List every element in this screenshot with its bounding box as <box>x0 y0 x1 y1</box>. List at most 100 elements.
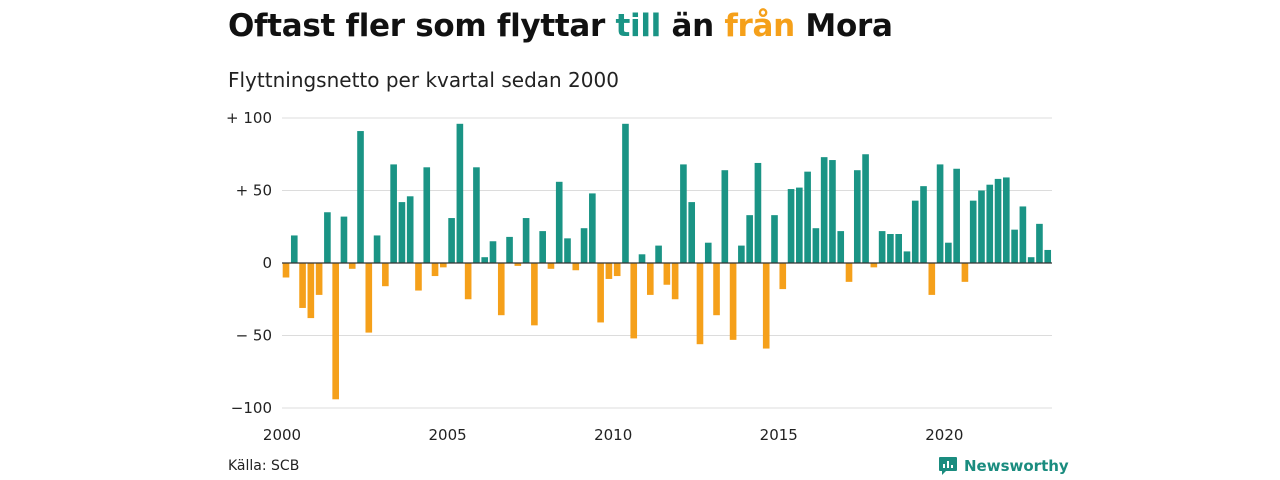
title-part-5: Mora <box>794 8 893 44</box>
bar <box>738 245 745 263</box>
newsworthy-logo-icon <box>939 457 957 475</box>
bar <box>945 242 952 263</box>
bar <box>746 215 753 263</box>
title-part-3: än <box>660 8 725 44</box>
bar <box>704 242 712 263</box>
bar <box>324 212 331 263</box>
bar <box>531 263 538 326</box>
bar <box>646 263 654 295</box>
chart-title: Oftast fler som flyttar till än från Mor… <box>228 8 893 44</box>
x-tick-label: 2000 <box>263 426 301 444</box>
bar <box>1027 257 1035 263</box>
bar <box>862 154 869 263</box>
bar <box>448 218 455 263</box>
y-tick-label: 0 <box>262 254 272 272</box>
bar <box>398 202 406 263</box>
bar <box>878 231 886 263</box>
bar <box>845 263 853 282</box>
chart-subtitle: Flyttningsnetto per kvartal sedan 2000 <box>228 68 619 92</box>
bar <box>307 263 315 319</box>
bar <box>547 263 555 269</box>
bar <box>423 167 431 263</box>
bar <box>796 187 803 263</box>
bar <box>696 263 704 345</box>
bar <box>895 234 902 263</box>
bar <box>622 123 629 263</box>
title-word-fran: från <box>724 8 795 44</box>
bar <box>514 263 522 266</box>
bar <box>456 123 464 263</box>
source-note: Källa: SCB <box>228 458 300 474</box>
bar <box>390 164 397 263</box>
bar <box>555 181 563 263</box>
bar <box>820 157 828 263</box>
bar <box>994 178 1002 263</box>
bar <box>986 184 994 263</box>
title-part-1: Oftast fler som flyttar <box>228 8 616 44</box>
bar <box>812 228 820 263</box>
bar <box>282 263 290 278</box>
bar <box>887 234 894 263</box>
bar <box>928 263 936 295</box>
bar <box>779 263 787 290</box>
bar <box>655 245 662 263</box>
bar <box>630 263 638 339</box>
bar <box>440 263 447 268</box>
bar <box>903 251 911 263</box>
bar <box>406 196 414 263</box>
bar <box>522 218 530 263</box>
y-tick-label: −100 <box>231 399 272 417</box>
bar <box>572 263 580 271</box>
bar <box>415 263 422 291</box>
bar <box>853 170 861 263</box>
bar <box>497 263 505 316</box>
bar <box>373 235 381 263</box>
bar <box>473 167 480 263</box>
y-tick-label: − 50 <box>236 327 272 345</box>
bar <box>348 263 356 269</box>
bar <box>936 164 944 263</box>
y-tick-label: + 50 <box>236 182 272 200</box>
bar <box>829 160 836 263</box>
bar <box>506 236 513 263</box>
bar <box>804 171 811 263</box>
x-tick-label: 2010 <box>594 426 632 444</box>
brand-label: Newsworthy <box>964 457 1069 475</box>
bar <box>969 200 977 263</box>
bar <box>911 200 919 263</box>
bar <box>340 216 348 263</box>
bar <box>539 231 546 263</box>
newsworthy-brand: Newsworthy <box>938 456 1069 476</box>
bar <box>729 263 737 340</box>
bar <box>332 263 339 400</box>
bar <box>1011 229 1018 263</box>
bar <box>978 190 985 263</box>
bar <box>597 263 604 323</box>
bar <box>721 170 729 263</box>
bar <box>1003 177 1010 263</box>
bar <box>382 263 389 287</box>
bar <box>638 254 646 263</box>
x-tick-label: 2020 <box>925 426 963 444</box>
bar <box>315 263 323 295</box>
bar <box>771 215 778 263</box>
bar <box>762 263 770 349</box>
bar <box>365 263 373 333</box>
bar <box>961 263 969 282</box>
bar <box>605 263 613 279</box>
bar <box>837 231 845 263</box>
bar <box>290 235 298 263</box>
bar <box>870 263 878 268</box>
bar <box>680 164 687 263</box>
bar <box>431 263 439 277</box>
bar <box>357 131 364 263</box>
bar <box>754 162 762 263</box>
bar <box>580 228 588 263</box>
bar <box>663 263 671 285</box>
bar <box>589 193 596 263</box>
bar <box>613 263 621 277</box>
bar <box>489 241 497 263</box>
x-tick-label: 2015 <box>760 426 798 444</box>
bar <box>713 263 720 316</box>
